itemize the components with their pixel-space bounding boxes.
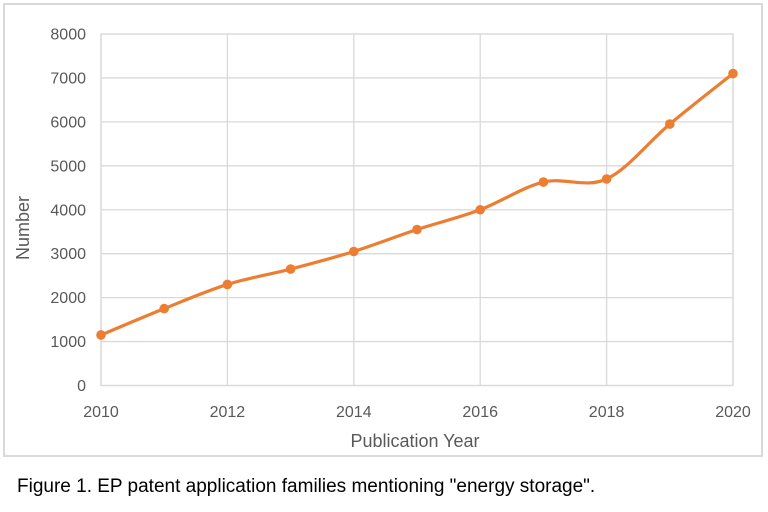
x-axis-title: Publication Year [350, 431, 479, 451]
x-tick-label: 2012 [210, 404, 246, 421]
data-point-marker [728, 68, 738, 79]
x-axis-tick-labels: 2010 2012 2014 2016 2018 2020 [83, 404, 751, 421]
y-tick-label: 6000 [50, 114, 86, 131]
data-point-marker [412, 224, 422, 235]
data-point-marker [285, 264, 296, 274]
y-tick-label: 4000 [50, 202, 86, 219]
x-tick-label: 2020 [715, 404, 751, 421]
chart-frame: 0 1000 2000 3000 4000 5000 6000 7000 8000 2010 20… [3, 3, 763, 457]
y-axis-tick-labels: 0 1000 2000 3000 4000 5000 6000 7000 8000 [50, 27, 86, 396]
y-tick-label: 5000 [50, 158, 86, 175]
y-tick-label: 7000 [50, 70, 86, 87]
y-tick-label: 2000 [50, 290, 86, 307]
series-line [99, 71, 735, 337]
data-point-marker [601, 174, 612, 184]
figure-caption: Figure 1. EP patent application families… [17, 476, 596, 497]
data-point-marker [665, 119, 675, 129]
y-axis-title: Number [13, 196, 33, 260]
y-tick-label: 0 [77, 378, 86, 395]
y-tick-label: 3000 [50, 246, 86, 263]
x-tick-label: 2018 [589, 404, 625, 421]
data-point-marker [159, 303, 169, 314]
data-point-markers [96, 68, 738, 340]
data-point-marker [538, 177, 549, 187]
data-point-marker [222, 279, 233, 290]
x-tick-label: 2016 [462, 404, 498, 421]
x-tick-label: 2010 [83, 404, 119, 421]
gridlines [100, 33, 734, 387]
x-tick-label: 2014 [336, 404, 372, 421]
y-tick-label: 1000 [50, 334, 86, 351]
data-point-marker [475, 204, 486, 215]
y-tick-label: 8000 [50, 27, 86, 44]
data-point-marker [349, 246, 359, 257]
data-point-marker [96, 330, 106, 340]
plot-area-border [100, 33, 734, 387]
